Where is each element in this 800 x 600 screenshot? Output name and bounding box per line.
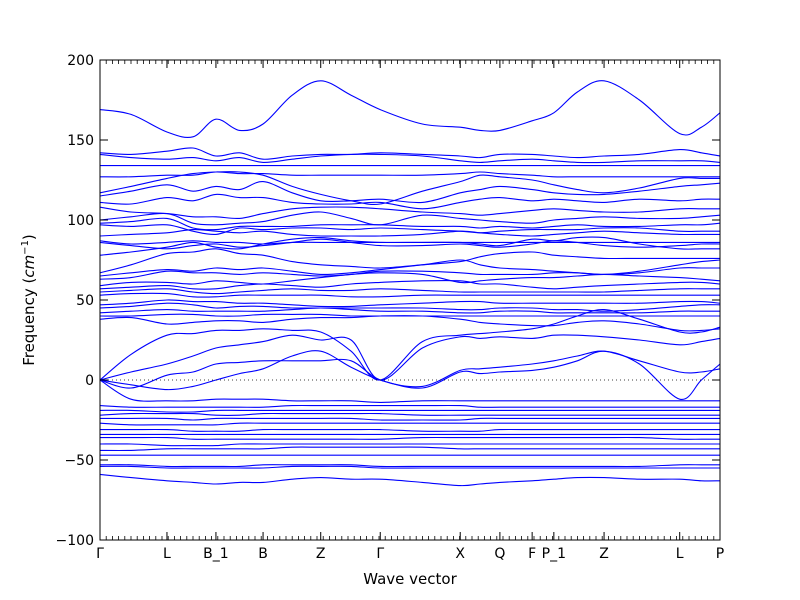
band-line-11 [99, 217, 721, 231]
band-line-1 [99, 80, 721, 139]
y-tick-label: 150 [67, 133, 94, 149]
band-line-43 [99, 446, 720, 452]
x-tick-label: B_1 [203, 546, 229, 562]
band-line-30 [99, 334, 721, 381]
band-line-46 [99, 465, 720, 469]
band-line-28 [99, 315, 721, 332]
y-tick-label: 200 [67, 53, 94, 69]
band-lines [99, 80, 721, 487]
band-line-10 [99, 211, 721, 226]
band-line-13 [99, 229, 720, 237]
y-axis-label: Frequency (cm−1) [20, 234, 38, 366]
band-line-26 [99, 307, 720, 314]
band-line-2 [99, 147, 721, 160]
x-tick-label: Γ [96, 546, 104, 562]
y-tick-label: 100 [67, 213, 94, 229]
x-tick-label: P_1 [542, 546, 566, 562]
band-line-6 [99, 171, 720, 205]
band-line-8 [99, 193, 721, 210]
y-axis-label-main: Frequency ( [20, 278, 38, 366]
y-axis-label-exp: −1 [20, 240, 31, 255]
band-line-36 [99, 412, 720, 416]
band-line-42 [99, 443, 720, 447]
x-tick-label: L [163, 546, 171, 562]
x-tick-label: P [716, 546, 724, 562]
x-tick-label: Γ [376, 546, 384, 562]
band-line-24 [99, 299, 721, 308]
x-tick-label: Z [599, 546, 609, 562]
band-line-45 [99, 464, 720, 468]
y-tick-label: 0 [85, 373, 94, 389]
x-tick-label: L [676, 546, 684, 562]
band-line-33 [99, 379, 720, 403]
y-axis-ticks: −100 −50 0 50 100 150 200 [56, 53, 720, 549]
band-line-35 [99, 409, 720, 413]
y-tick-label: 50 [76, 293, 94, 309]
x-axis-ticks: Γ L B_1 B Z Γ X Q F P_1 Z L P [96, 60, 724, 562]
y-axis-label-close: ) [20, 234, 38, 240]
band-line-15 [99, 238, 721, 250]
band-line-41 [100, 436, 720, 440]
x-tick-label: B [258, 546, 268, 562]
band-line-29 [99, 309, 721, 381]
band-line-37 [100, 417, 720, 421]
band-line-39 [99, 428, 720, 432]
x-tick-label: Q [494, 546, 505, 562]
band-line-34 [99, 404, 720, 408]
band-line-23 [99, 292, 720, 298]
x-tick-label: Z [316, 546, 326, 562]
band-line-3 [99, 153, 721, 164]
band-line-21 [99, 279, 721, 290]
band-line-22 [99, 288, 720, 295]
band-line-16 [99, 236, 720, 256]
y-tick-label: −50 [64, 453, 94, 469]
plot-frame [99, 59, 721, 541]
x-axis-label: Wave vector [363, 570, 457, 588]
band-line-12 [99, 224, 720, 236]
band-line-9 [99, 206, 720, 220]
y-axis-label-unit: cm [20, 255, 38, 278]
band-line-38 [99, 422, 720, 426]
x-tick-label: X [455, 546, 465, 562]
x-tick-label: F [528, 546, 536, 562]
band-line-32 [99, 350, 721, 400]
band-line-47 [99, 473, 721, 487]
band-line-20 [99, 272, 721, 287]
band-line-7 [99, 181, 721, 204]
y-tick-label: −100 [56, 533, 94, 549]
